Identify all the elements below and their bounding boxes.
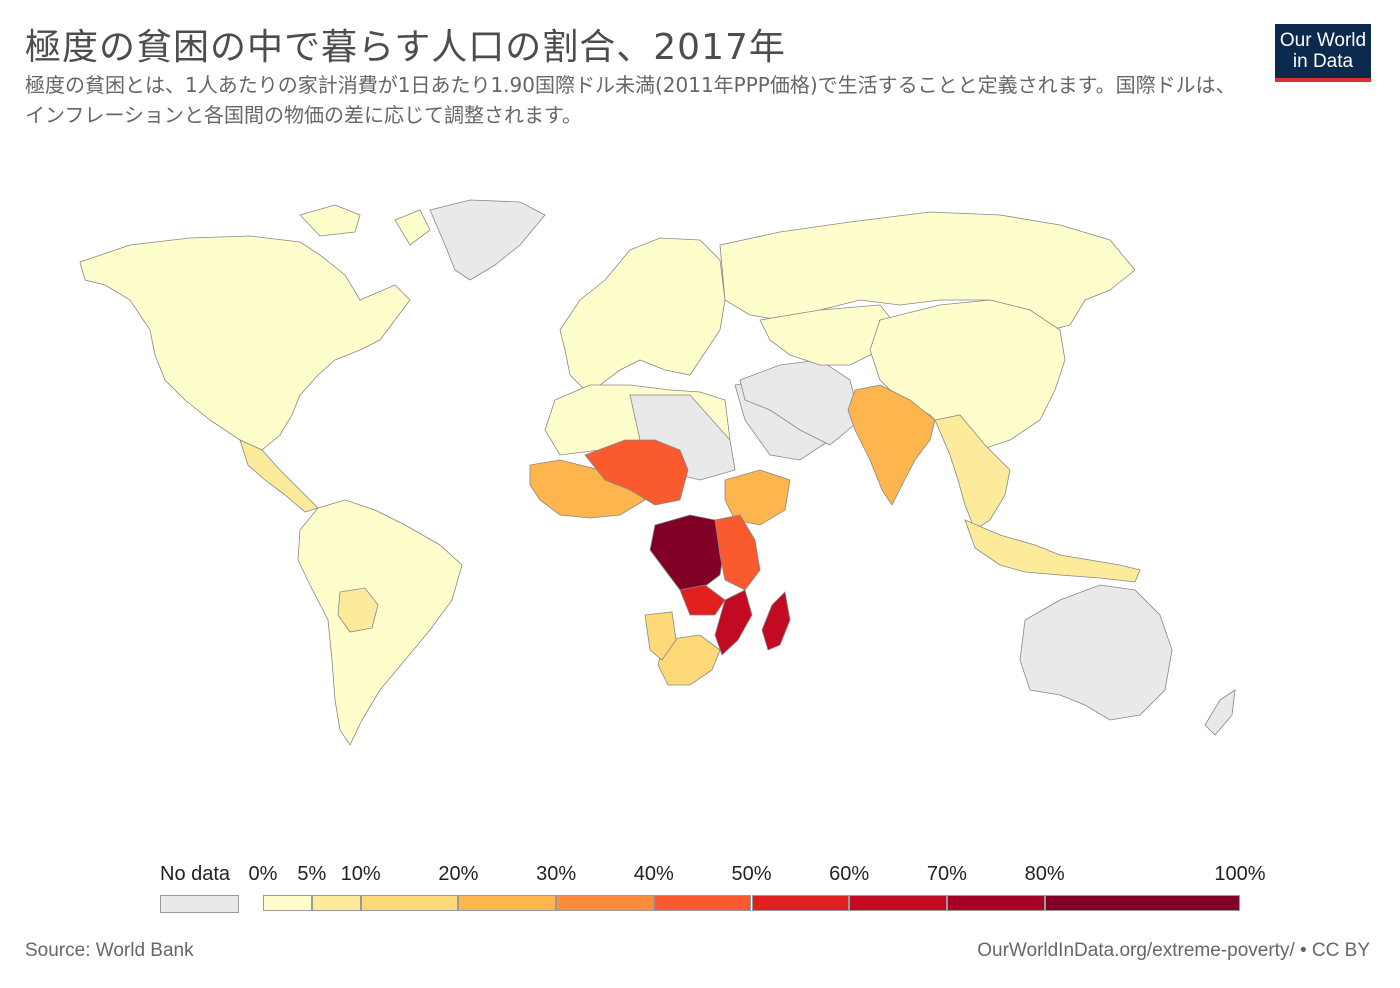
region-madagascar[interactable]	[761, 591, 791, 651]
region-southern-africa[interactable]	[657, 634, 721, 686]
owid-logo[interactable]: Our World in Data	[1275, 24, 1371, 82]
region-indonesia[interactable]	[964, 519, 1141, 583]
legend-swatch	[311, 895, 361, 911]
legend-swatch	[556, 895, 654, 911]
source-note: Source: World Bank	[25, 940, 194, 961]
region-north-america[interactable]	[79, 204, 431, 451]
legend-swatch	[653, 895, 752, 911]
legend-swatch	[751, 895, 850, 911]
legend-tick-label: 80%	[1024, 863, 1065, 885]
region-middle-east[interactable]	[739, 359, 861, 446]
no-data-swatch	[160, 895, 239, 913]
legend-tick-label: 50%	[731, 863, 772, 885]
logo-line-2: in Data	[1292, 51, 1354, 72]
region-zambia[interactable]	[679, 584, 726, 616]
region-sahel[interactable]	[584, 439, 689, 506]
legend-tick-label: 10%	[340, 863, 381, 885]
legend-swatch	[360, 895, 459, 911]
legend-tick-label: 40%	[633, 863, 674, 885]
region-europe[interactable]	[559, 237, 726, 391]
chart-subtitle: 極度の貧困とは、1人あたりの家計消費が1日あたり1.90国際ドル未満(2011年…	[25, 73, 1236, 127]
legend-swatch	[458, 895, 557, 911]
region-india[interactable]	[847, 384, 936, 506]
legend-tick-label: 5%	[297, 863, 327, 885]
legend-tick-label: 100%	[1214, 863, 1266, 885]
source-link[interactable]: OurWorldInData.org/extreme-poverty/ • CC…	[977, 940, 1370, 961]
legend-swatch	[1044, 895, 1240, 911]
legend-swatch	[946, 895, 1045, 911]
legend-tick-label: 70%	[926, 863, 967, 885]
region-namibia[interactable]	[644, 611, 677, 661]
legend-tick-label: 20%	[438, 863, 479, 885]
legend-tick-label: 30%	[536, 863, 577, 885]
region-central-america[interactable]	[239, 439, 319, 513]
legend-swatch	[263, 895, 312, 911]
region-greenland[interactable]	[429, 199, 546, 281]
legend-tick-label: 0%	[248, 863, 278, 885]
region-south-america[interactable]	[297, 499, 463, 746]
region-southeast-asia[interactable]	[934, 414, 1011, 531]
region-west-africa[interactable]	[529, 459, 646, 519]
legend-swatch	[849, 895, 947, 911]
region-mozambique[interactable]	[714, 589, 753, 656]
region-east-africa[interactable]	[714, 514, 761, 591]
legend-tick-label: 60%	[829, 863, 870, 885]
no-data-label: No data	[160, 863, 231, 885]
logo-line-1: Our World	[1279, 30, 1367, 51]
chart-title: 極度の貧困の中で暮らす人口の割合、2017年	[25, 27, 786, 68]
region-central-asia[interactable]	[759, 304, 901, 366]
map-legend: No data 0% 5% 10% 20% 30% 40% 50% 60% 70% 80% 100%	[0, 855, 1400, 925]
region-ethiopia[interactable]	[724, 469, 791, 526]
region-bolivia[interactable]	[337, 587, 379, 633]
region-australia[interactable]	[1019, 584, 1236, 736]
region-dr-congo[interactable]	[649, 514, 726, 591]
world-map	[79, 199, 1236, 746]
